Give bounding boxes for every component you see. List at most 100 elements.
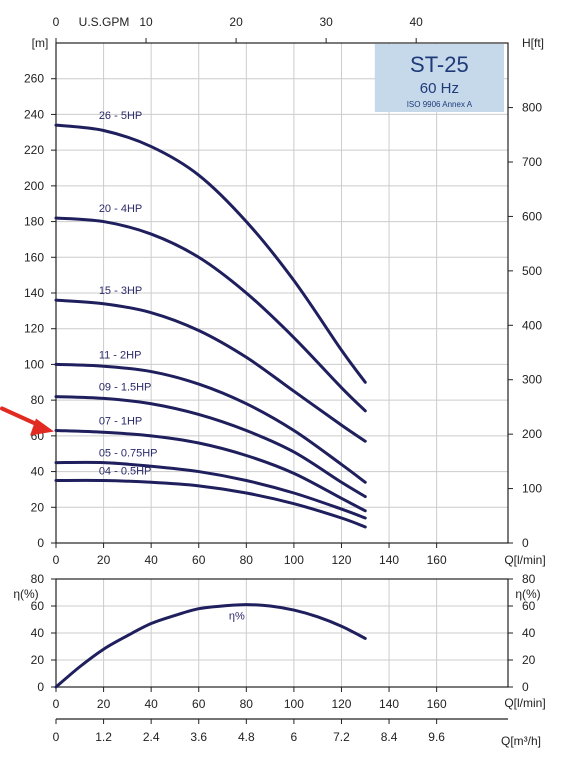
gpm-tick-label: 20 <box>229 15 243 29</box>
head-y-tick-label: 160 <box>24 250 44 264</box>
eff-y-tick-label-left: 20 <box>31 653 45 667</box>
eff-y-tick-label-left: 60 <box>31 599 45 613</box>
head-y-tick-label: 40 <box>31 465 45 479</box>
head-y-tick-label: 260 <box>24 72 44 86</box>
head-curve-label: 04 - 0.5HP <box>99 466 152 478</box>
eff-y-tick-label-right: 0 <box>522 680 529 694</box>
eff-y-tick-label-right: 20 <box>522 653 536 667</box>
head-curve <box>54 478 367 529</box>
head-x-tick-label: 60 <box>192 553 206 567</box>
head-y-tick-label: 200 <box>24 179 44 193</box>
eff-y-tick-label-left: 40 <box>31 626 45 640</box>
ft-tick-label: 200 <box>522 427 542 441</box>
head-curve <box>54 429 367 513</box>
efficiency-curve <box>54 603 367 689</box>
highlight-arrow-head <box>30 418 54 436</box>
flow-tick-label: 4.8 <box>238 730 255 744</box>
head-x-tick-label: 100 <box>284 553 304 567</box>
head-curve-label: 15 - 3HP <box>99 285 142 297</box>
eff-y-tick-label-right: 80 <box>522 572 536 586</box>
y-axis-label-left: [m] <box>32 36 49 50</box>
gpm-tick-label: 40 <box>409 15 423 29</box>
flow-axis-label: Q[m³/h] <box>501 734 541 748</box>
eff-axis-label-left: η(%) <box>13 587 38 601</box>
head-curve-label: 09 - 1.5HP <box>99 382 152 394</box>
flow-tick-label: 0 <box>53 730 60 744</box>
eff-y-tick-label-left: 0 <box>37 680 44 694</box>
model-badge-standard: ISO 9906 Annex A <box>407 100 473 109</box>
eff-x-tick-label: 40 <box>144 697 158 711</box>
eff-x-axis-label: Q[l/min] <box>504 696 545 710</box>
flow-tick-label: 2.4 <box>143 730 160 744</box>
head-curve <box>54 123 367 384</box>
eff-x-tick-label: 60 <box>192 697 206 711</box>
head-curve-label: 07 - 1HP <box>99 416 142 428</box>
head-y-tick-label: 140 <box>24 286 44 300</box>
eff-y-tick-label-left: 80 <box>31 572 45 586</box>
flow-tick-label: 3.6 <box>190 730 207 744</box>
head-y-tick-label: 180 <box>24 215 44 229</box>
head-y-tick-label: 120 <box>24 322 44 336</box>
head-curve <box>54 460 367 520</box>
head-curve-label: 11 - 2HP <box>99 349 142 361</box>
model-badge-title: ST-25 <box>410 52 469 77</box>
head-x-tick-label: 40 <box>144 553 158 567</box>
flow-m3h-axis: 0 1.2 2.4 3.6 4.8 6 7.2 8.4 9.6 Q[m³/h] <box>53 718 541 748</box>
head-x-tick-label: 20 <box>97 553 111 567</box>
eff-y-tick-label-right: 40 <box>522 626 536 640</box>
eff-x-tick-label: 140 <box>379 697 399 711</box>
eff-x-tick-label: 100 <box>284 697 304 711</box>
flow-tick-label: 9.6 <box>428 730 445 744</box>
head-y-tick-label: 80 <box>31 393 45 407</box>
flow-tick-label: 7.2 <box>333 730 350 744</box>
ft-tick-label: 300 <box>522 373 542 387</box>
eff-x-tick-label: 80 <box>240 697 254 711</box>
head-x-tick-label: 160 <box>427 553 447 567</box>
head-y-tick-label: 20 <box>31 500 45 514</box>
head-y-tick-label: 240 <box>24 107 44 121</box>
eff-y-tick-label-right: 60 <box>522 599 536 613</box>
eff-axis-label-right: η(%) <box>515 587 540 601</box>
ft-tick-label: 600 <box>522 209 542 223</box>
eff-x-tick-label: 120 <box>331 697 351 711</box>
flow-tick-label: 8.4 <box>381 730 398 744</box>
model-badge-frequency: 60 Hz <box>420 80 459 97</box>
eff-x-tick-label: 0 <box>53 697 60 711</box>
efficiency-curve-label: η% <box>229 611 245 623</box>
head-y-tick-label: 100 <box>24 357 44 371</box>
flow-tick-label: 6 <box>291 730 298 744</box>
gpm-tick-label: 0 <box>53 15 60 29</box>
flow-tick-label: 1.2 <box>95 730 112 744</box>
head-curve-label: 20 - 4HP <box>99 203 142 215</box>
eff-x-tick-label: 160 <box>427 697 447 711</box>
head-x-tick-label: 120 <box>331 553 351 567</box>
ft-tick-label: 700 <box>522 155 542 169</box>
head-curve <box>54 362 367 484</box>
ft-tick-label: 400 <box>522 318 542 332</box>
head-curve <box>54 298 367 443</box>
eff-x-tick-label: 20 <box>97 697 111 711</box>
head-curve <box>54 216 367 413</box>
head-y-tick-label: 220 <box>24 143 44 157</box>
x-axis-label: Q[l/min] <box>504 553 545 567</box>
top-axis-label: U.S.GPM <box>79 15 130 29</box>
y-axis-label-right: H[ft] <box>522 36 544 50</box>
highlight-arrow <box>0 406 54 436</box>
ft-tick-label: 500 <box>522 264 542 278</box>
head-x-tick-label: 0 <box>53 553 60 567</box>
head-curve-label: 26 - 5HP <box>99 110 142 122</box>
gpm-tick-label: 10 <box>139 15 153 29</box>
head-curve-label: 05 - 0.75HP <box>99 448 158 460</box>
head-x-tick-label: 80 <box>240 553 254 567</box>
head-y-tick-label: 0 <box>37 536 44 550</box>
model-badge <box>374 44 504 112</box>
gpm-tick-label: 30 <box>319 15 333 29</box>
ft-tick-label: 0 <box>522 536 529 550</box>
ft-tick-label: 100 <box>522 482 542 496</box>
ft-tick-label: 800 <box>522 101 542 115</box>
head-x-tick-label: 140 <box>379 553 399 567</box>
